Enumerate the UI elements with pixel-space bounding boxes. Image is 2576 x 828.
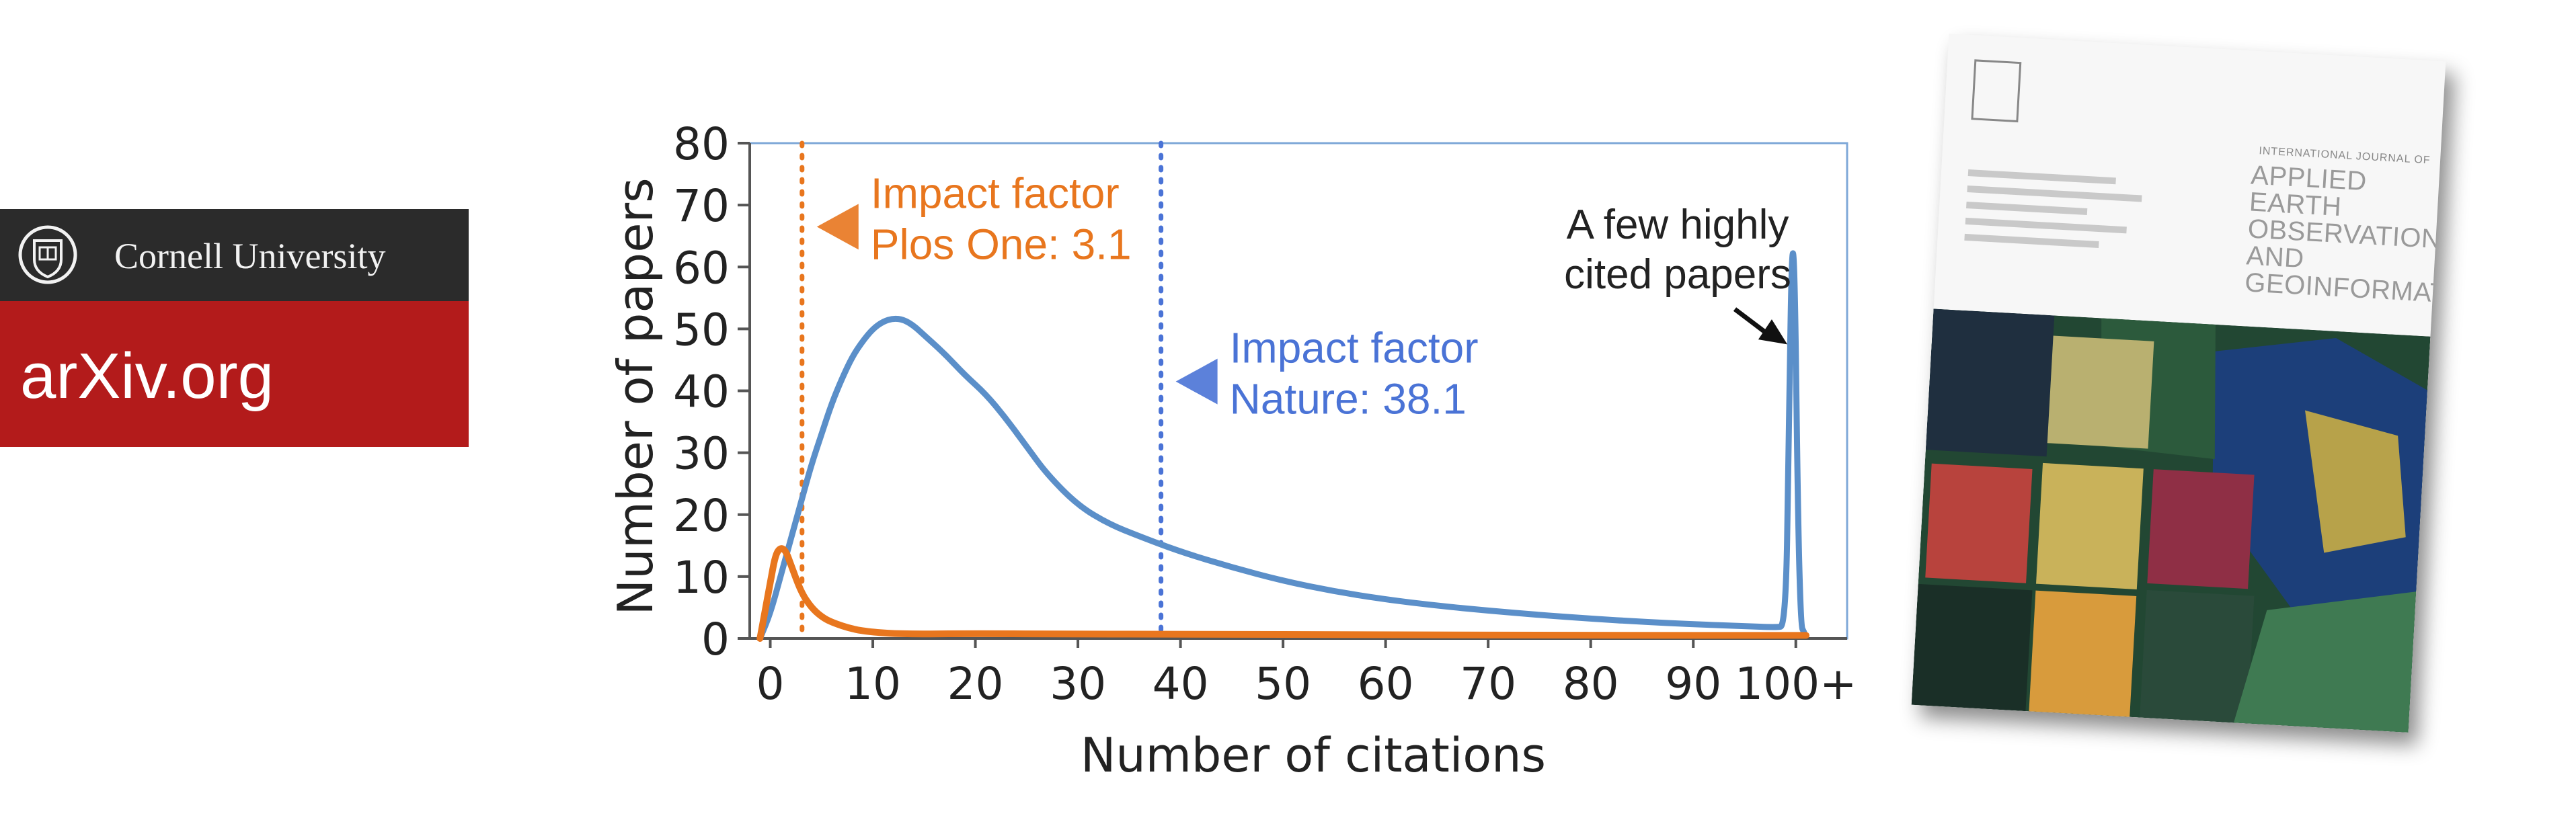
impact-factor-arrow [1175,358,1218,405]
x-tick-label: 100+ [1735,658,1857,710]
x-tick-label: 0 [756,658,785,710]
satellite-image-mosaic [1911,308,2431,733]
impact-factor-label: Impact factor Nature: 38.1 [1230,324,1479,423]
y-tick-label: 10 [673,552,730,604]
x-tick-label: 90 [1665,658,1721,710]
x-tick-label: 60 [1358,658,1414,710]
institution-name: Cornell University [114,236,386,276]
x-tick-label: 10 [845,658,901,710]
x-tick-label: 20 [947,658,1004,710]
series-line-orange [756,545,1809,642]
impact-factor-label: Impact factor Plos One: 3.1 [871,169,1132,268]
x-tick-label: 80 [1563,658,1619,710]
site-name: arXiv.org [20,340,274,412]
publisher-logo-icon [1971,59,2022,123]
impact-factor-label-line: Plos One: 3.1 [871,220,1132,268]
y-tick-label: 80 [673,118,730,170]
y-tick-label: 20 [673,490,730,542]
logo-top-band: Cornell University [0,209,469,301]
y-tick-label: 40 [673,366,730,418]
y-tick-label: 0 [701,614,730,665]
journal-cover-area: INTERNATIONAL JOURNAL OF APPLIED EARTH O… [1911,34,2461,759]
y-axis-label: Number of papers [607,177,664,615]
series-line-blue [756,250,1807,642]
arxiv-logo: Cornell University arXiv.org [0,209,469,447]
annotation-arrow-line [1733,307,1769,336]
impact-factor-arrow [816,204,859,250]
annotation-line: A few highly [1567,202,1789,248]
y-tick-label: 60 [673,242,730,294]
x-tick-label: 50 [1255,658,1311,710]
x-axis: 0 10 20 30 40 50 60 70 80 90 100+ [750,637,1857,710]
x-axis-label: Number of citations [1081,728,1546,783]
impact-factor-label-line: Impact factor [871,169,1120,217]
cornell-seal-icon [18,225,77,284]
highly-cited-annotation: A few highly cited papers [1564,202,1791,345]
x-tick-label: 30 [1050,658,1106,710]
x-tick-label: 70 [1460,658,1516,710]
impact-factor-label-line: Nature: 38.1 [1230,375,1467,423]
logo-red-band: arXiv.org [0,301,469,447]
journal-title: APPLIED EARTH OBSERVATION AND GEOINFORMA… [2244,161,2446,311]
cover-text-lines [1964,169,2170,261]
impact-factor-label-line: Impact factor [1230,324,1479,372]
annotation-text: A few highly cited papers [1564,202,1791,298]
y-tick-label: 70 [673,180,730,232]
series-group [756,250,1809,642]
annotation-arrow-head [1758,319,1788,345]
y-tick-label: 50 [673,304,730,356]
y-tick-label: 30 [673,428,730,480]
x-tick-label: 40 [1153,658,1209,710]
annotation-line: cited papers [1564,251,1791,298]
y-axis: 0 10 20 30 40 50 60 70 80 [673,118,751,665]
journal-cover: INTERNATIONAL JOURNAL OF APPLIED EARTH O… [1911,34,2446,733]
